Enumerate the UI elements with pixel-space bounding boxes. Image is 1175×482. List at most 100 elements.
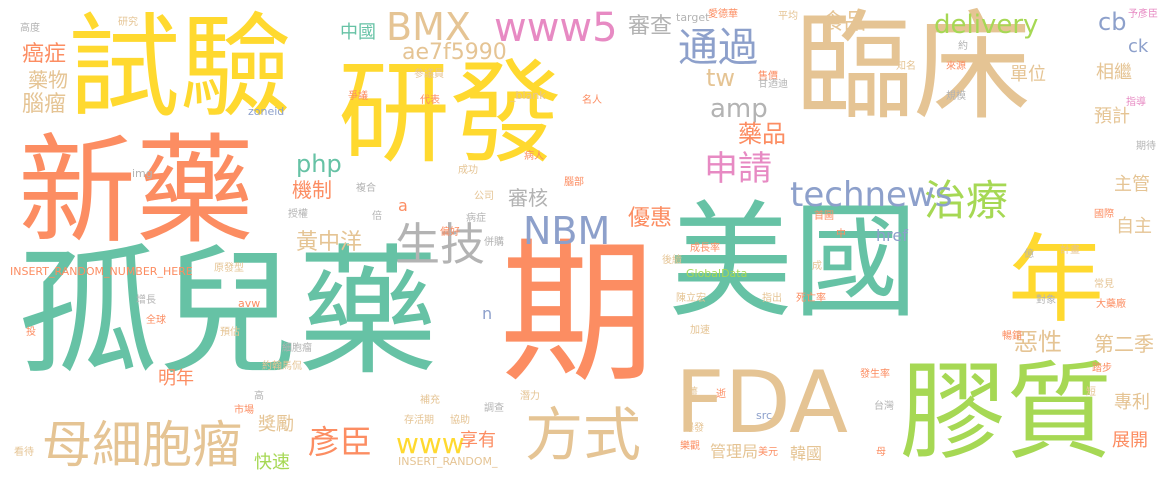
word-cheng: 成 bbox=[812, 261, 822, 272]
word-avw: avw bbox=[238, 297, 261, 310]
word-quanqiu: 全球 bbox=[146, 315, 166, 326]
word-diaocha: 調查 bbox=[484, 403, 504, 414]
word-xiangji: 相繼 bbox=[1096, 62, 1132, 83]
word-muxibaoliu: 母細胞瘤 bbox=[42, 416, 242, 474]
word-nbm: NBM bbox=[523, 209, 611, 253]
word-insert-random-number: INSERT_RANDOM_NUMBER_HERE bbox=[10, 265, 193, 278]
word-taiwan: 台灣 bbox=[874, 401, 894, 412]
word-qianli: 潛力 bbox=[520, 391, 540, 402]
word-shi: 逝 bbox=[716, 389, 726, 400]
word-zhichu: 指出 bbox=[762, 293, 782, 304]
word-bei: 倍 bbox=[372, 211, 382, 222]
word-gao: 高 bbox=[254, 391, 264, 402]
word-jiangli: 獎勵 bbox=[258, 414, 294, 435]
word-src: src bbox=[756, 409, 773, 422]
word-qidai: 期待 bbox=[1136, 141, 1156, 152]
word-canyiyuan: 參議員 bbox=[414, 69, 444, 80]
word-fashenglv: 發生率 bbox=[860, 369, 890, 380]
word-pingjun: 平均 bbox=[778, 11, 798, 22]
word-buchong: 補充 bbox=[420, 395, 440, 406]
word-qi: 期 bbox=[500, 223, 655, 404]
word-yuanfaxing: 原發型 bbox=[214, 263, 244, 274]
word-leguan: 樂觀 bbox=[680, 441, 700, 452]
word-chenggong: 成功 bbox=[458, 165, 478, 176]
word-siwanglv: 死亡率 bbox=[796, 293, 826, 304]
word-linchuang: 臨床 bbox=[795, 0, 1032, 136]
word-chengzhanglv: 成長率 bbox=[690, 243, 720, 254]
word-xinyao: 新藥 bbox=[18, 122, 255, 260]
word-php: php bbox=[296, 150, 342, 178]
word-meiguo: 美國 bbox=[668, 190, 918, 335]
word-changxiao: 暢銷 bbox=[1002, 331, 1022, 342]
word-shenhe: 審核 bbox=[508, 186, 548, 210]
word-tw: tw bbox=[706, 64, 736, 92]
word-mingnian: 明年 bbox=[158, 368, 194, 389]
word-aizheng: 癌症 bbox=[22, 42, 67, 67]
word-fangshi: 方式 bbox=[525, 401, 642, 469]
word-shiyan: 試驗 bbox=[68, 3, 292, 133]
word-jiasu: 加速 bbox=[690, 325, 710, 336]
word-guimo: 規模 bbox=[946, 91, 966, 102]
word-shengji: 生技 bbox=[395, 218, 486, 271]
word-yi: 億 bbox=[1024, 249, 1034, 260]
word-duan: 短 bbox=[1086, 387, 1096, 398]
word-ck: ck bbox=[1128, 36, 1149, 57]
word-yanjiu: 研究 bbox=[118, 17, 138, 28]
word-daibiao: 代表 bbox=[420, 95, 440, 106]
word-houxu: 後續 bbox=[662, 255, 682, 266]
word-shouquan: 授權 bbox=[288, 209, 308, 220]
word-chenlihong: 陳立宏 bbox=[676, 293, 706, 304]
word-tou: 投 bbox=[26, 327, 36, 338]
word-www: www bbox=[396, 427, 465, 460]
word-xiezhu: 協助 bbox=[450, 415, 470, 426]
word-zhankai: 展開 bbox=[1112, 430, 1148, 451]
word-technews: technews bbox=[790, 175, 953, 215]
word-cunhuoqi: 存活期 bbox=[404, 415, 434, 426]
word-naoliu: 腦瘤 bbox=[22, 92, 67, 117]
word-xiangyou: 享有 bbox=[460, 430, 496, 451]
word-huangzhongyang: 黃中洋 bbox=[296, 230, 363, 255]
word-zhengyi: 爭議 bbox=[348, 91, 368, 102]
word-yaowu: 藥物 bbox=[28, 68, 68, 92]
word-nian: 年 bbox=[1008, 224, 1104, 336]
word-yuji: 預計 bbox=[1094, 106, 1130, 127]
word-yuehanmakan: 約翰馬侃 bbox=[262, 361, 302, 372]
word-zhuguan: 主管 bbox=[1114, 174, 1150, 195]
word-shipin: 食品 bbox=[822, 10, 867, 35]
word-bingzheng: 病症 bbox=[466, 213, 486, 224]
word-binggou: 併購 bbox=[484, 237, 504, 248]
word-guerryao: 孤兒藥 bbox=[18, 232, 439, 395]
word-shoutu: 首圖 bbox=[814, 211, 834, 222]
word-yugu: 預估 bbox=[220, 327, 240, 338]
word-aidehua: 愛德華 bbox=[708, 9, 738, 20]
word-mu: 母 bbox=[876, 447, 886, 458]
word-zhiliao: 治療 bbox=[924, 176, 1009, 225]
word-hanguo: 韓國 bbox=[790, 444, 823, 463]
word-pianhao: 偏好 bbox=[440, 227, 460, 238]
word-danwei: 單位 bbox=[1010, 64, 1046, 85]
word-shenqing: 申請 bbox=[704, 149, 772, 189]
word-yanfa: 研發 bbox=[338, 49, 562, 179]
word-zhongguo: 中國 bbox=[340, 22, 376, 43]
word-shoujia: 售價 bbox=[758, 71, 778, 82]
word-mingren: 名人 bbox=[582, 95, 602, 106]
word-bingren: 病人 bbox=[524, 151, 544, 162]
word-shencha: 審查 bbox=[628, 14, 673, 39]
word-guoji: 國際 bbox=[1094, 209, 1114, 220]
word-target: target bbox=[676, 11, 710, 24]
word-bmx: BMX bbox=[386, 5, 471, 49]
word-ganmidi: 甘迺迪 bbox=[758, 79, 788, 90]
word-zhiming: 知名 bbox=[896, 61, 916, 72]
word-youhui: 優惠 bbox=[628, 206, 673, 231]
word-gongsi: 公司 bbox=[474, 191, 494, 202]
word-a: a bbox=[398, 196, 408, 215]
word-zengzhang: 增長 bbox=[136, 295, 156, 306]
word-zoneid: zoneid bbox=[248, 105, 285, 118]
word-zhong: 中 bbox=[836, 229, 846, 240]
word-xibaoliu: 細胞瘤 bbox=[282, 343, 312, 354]
word-jihua: 計畫 bbox=[1060, 245, 1080, 256]
word-yanchen: 彥臣 bbox=[308, 423, 373, 461]
word-shichang: 市場 bbox=[234, 405, 254, 416]
word-dierji: 第二季 bbox=[1094, 332, 1154, 356]
